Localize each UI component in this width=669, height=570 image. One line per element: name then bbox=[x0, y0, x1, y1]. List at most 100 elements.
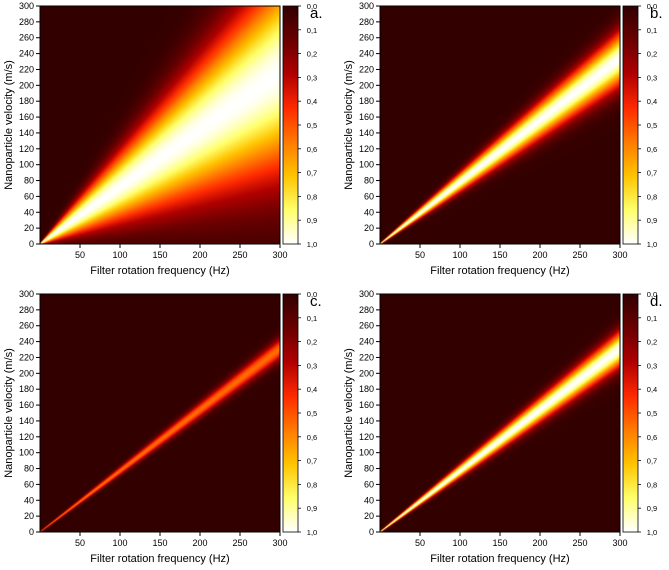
colorbar-tick-label: 0,4 bbox=[647, 385, 657, 394]
colorbar-tick-label: 0,4 bbox=[647, 97, 657, 106]
y-tick-label: 140 bbox=[359, 128, 374, 138]
colorbar-tick-label: 0,3 bbox=[307, 361, 317, 370]
y-tick-label: 20 bbox=[364, 223, 374, 233]
y-tick-label: 40 bbox=[24, 207, 34, 217]
y-tick-label: 200 bbox=[19, 80, 34, 90]
colorbar-tick-label: 0,8 bbox=[307, 192, 317, 201]
y-tick-label: 0 bbox=[369, 239, 374, 249]
y-tick-label: 260 bbox=[359, 321, 374, 331]
y-tick-label: 100 bbox=[19, 160, 34, 170]
colorbar-tick-label: 0,1 bbox=[307, 26, 317, 35]
y-tick-label: 40 bbox=[24, 495, 34, 505]
colorbar-tick-label: 0,0 bbox=[307, 2, 317, 11]
y-tick-label: 240 bbox=[359, 337, 374, 347]
x-tick-label: 200 bbox=[192, 250, 207, 260]
x-tick-label: 250 bbox=[572, 250, 587, 260]
colorbar-tick-label: 0,2 bbox=[647, 338, 657, 347]
y-axis-label: Nanoparticle velocity (m/s) bbox=[343, 60, 355, 190]
colorbar-tick-label: 0,7 bbox=[307, 169, 317, 178]
x-tick-label: 100 bbox=[452, 538, 467, 548]
y-tick-label: 200 bbox=[359, 368, 374, 378]
colorbar-tick-label: 0,7 bbox=[647, 457, 657, 466]
colorbar-tick-label: 0,7 bbox=[307, 457, 317, 466]
colorbar-tick-label: 1,0 bbox=[307, 240, 317, 249]
y-tick-label: 0 bbox=[369, 527, 374, 537]
x-tick-label: 200 bbox=[192, 538, 207, 548]
x-tick-label: 50 bbox=[415, 538, 425, 548]
colorbar-tick-label: 0,4 bbox=[307, 385, 317, 394]
y-tick-label: 60 bbox=[24, 191, 34, 201]
heatmap-image bbox=[40, 6, 280, 244]
y-tick-label: 180 bbox=[19, 384, 34, 394]
colorbar-tick-label: 0,8 bbox=[647, 192, 657, 201]
y-axis-label: Nanoparticle velocity (m/s) bbox=[3, 348, 15, 478]
colorbar-tick-label: 0,6 bbox=[647, 145, 657, 154]
x-tick-label: 200 bbox=[532, 538, 547, 548]
colorbar bbox=[283, 294, 298, 532]
y-tick-label: 180 bbox=[359, 384, 374, 394]
x-tick-label: 250 bbox=[232, 538, 247, 548]
y-tick-label: 200 bbox=[359, 80, 374, 90]
y-tick-label: 100 bbox=[359, 160, 374, 170]
x-tick-label: 300 bbox=[612, 538, 627, 548]
y-tick-label: 280 bbox=[19, 17, 34, 27]
colorbar-tick-label: 0,8 bbox=[647, 480, 657, 489]
colorbar-tick-label: 1,0 bbox=[307, 528, 317, 537]
y-tick-label: 200 bbox=[19, 368, 34, 378]
colorbar bbox=[283, 6, 298, 244]
y-tick-label: 240 bbox=[359, 49, 374, 59]
panel-label: d. bbox=[650, 293, 663, 310]
y-tick-label: 160 bbox=[359, 112, 374, 122]
y-tick-label: 140 bbox=[19, 416, 34, 426]
x-tick-label: 100 bbox=[452, 250, 467, 260]
x-tick-label: 200 bbox=[532, 250, 547, 260]
colorbar-tick-label: 0,5 bbox=[307, 121, 317, 130]
heatmap-image bbox=[380, 6, 620, 244]
panel-label: c. bbox=[310, 293, 322, 310]
heatmap-image bbox=[40, 294, 280, 532]
y-tick-label: 160 bbox=[19, 400, 34, 410]
colorbar-tick-label: 0,3 bbox=[647, 73, 657, 82]
y-tick-label: 0 bbox=[29, 527, 34, 537]
colorbar-tick-label: 0,1 bbox=[647, 26, 657, 35]
y-tick-label: 300 bbox=[19, 1, 34, 11]
y-axis-label: Nanoparticle velocity (m/s) bbox=[343, 348, 355, 478]
colorbar-tick-label: 1,0 bbox=[647, 528, 657, 537]
y-tick-label: 220 bbox=[19, 64, 34, 74]
panel-label: b. bbox=[650, 5, 663, 22]
y-tick-label: 20 bbox=[24, 223, 34, 233]
colorbar-tick-label: 0,9 bbox=[307, 216, 317, 225]
y-tick-label: 180 bbox=[359, 96, 374, 106]
colorbar-tick-label: 0,0 bbox=[647, 2, 657, 11]
y-tick-label: 60 bbox=[24, 479, 34, 489]
x-tick-label: 250 bbox=[572, 538, 587, 548]
colorbar-tick-label: 0,1 bbox=[647, 314, 657, 323]
y-tick-label: 300 bbox=[19, 289, 34, 299]
y-tick-label: 140 bbox=[19, 128, 34, 138]
heatmap-image bbox=[380, 294, 620, 532]
chart-panel-1: 0 20 40 60 80 100 120 140 160 180 200 220 240 260 280 3… bbox=[3, 1, 323, 277]
y-tick-label: 40 bbox=[364, 207, 374, 217]
y-tick-label: 0 bbox=[29, 239, 34, 249]
y-tick-label: 80 bbox=[24, 464, 34, 474]
colorbar-tick-label: 0,2 bbox=[307, 50, 317, 59]
x-tick-label: 50 bbox=[415, 250, 425, 260]
x-tick-label: 150 bbox=[492, 250, 507, 260]
x-tick-label: 50 bbox=[75, 250, 85, 260]
y-tick-label: 260 bbox=[19, 321, 34, 331]
y-tick-label: 220 bbox=[359, 352, 374, 362]
colorbar-tick-label: 0,2 bbox=[647, 50, 657, 59]
x-tick-label: 100 bbox=[112, 250, 127, 260]
y-tick-label: 180 bbox=[19, 96, 34, 106]
chart-panel-3: 0 20 40 60 80 100 120 140 160 180 200 220 240 260 280 3… bbox=[3, 289, 322, 565]
y-tick-label: 120 bbox=[359, 432, 374, 442]
colorbar bbox=[623, 6, 638, 244]
colorbar-tick-label: 0,6 bbox=[647, 433, 657, 442]
colorbar-tick-label: 0,9 bbox=[307, 504, 317, 513]
x-axis-label: Filter rotation frequency (Hz) bbox=[430, 553, 569, 565]
colorbar-tick-label: 0,9 bbox=[647, 216, 657, 225]
y-tick-label: 100 bbox=[359, 448, 374, 458]
y-tick-label: 100 bbox=[19, 448, 34, 458]
y-tick-label: 20 bbox=[24, 511, 34, 521]
